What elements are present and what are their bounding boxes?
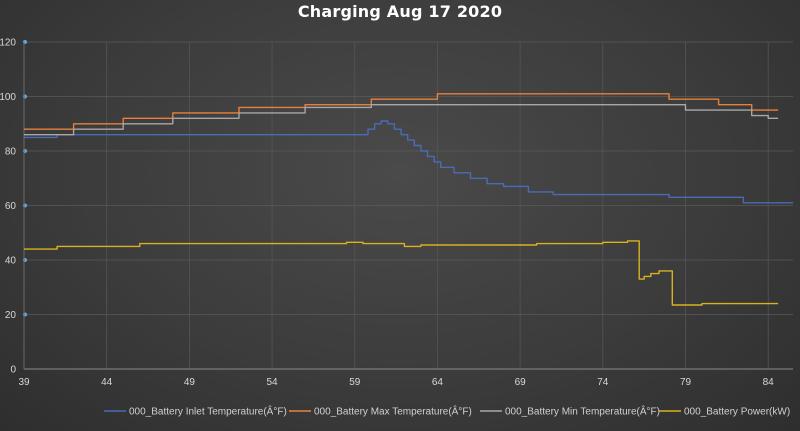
grid-lines xyxy=(23,41,793,370)
x-tick-label: 84 xyxy=(763,377,775,388)
y-tick-label: 20 xyxy=(5,310,17,321)
legend-label-0: 000_Battery Inlet Temperature(Â°F) xyxy=(129,405,287,418)
y-tick-label: 60 xyxy=(5,201,17,212)
series-lines xyxy=(24,93,793,306)
legend: 000_Battery Inlet Temperature(Â°F) 000_Ba… xyxy=(104,405,790,418)
y-tick-label: 80 xyxy=(5,147,17,158)
legend-label-3: 000_Battery Power(kW) xyxy=(684,407,790,418)
y-tick-label: 40 xyxy=(5,256,17,267)
x-tick-label: 49 xyxy=(184,377,196,388)
x-tick-label: 54 xyxy=(267,377,279,388)
x-tick-label: 44 xyxy=(101,377,113,388)
series-line-3 xyxy=(24,240,779,306)
series-line-0 xyxy=(24,120,793,204)
chart-title: Charging Aug 17 2020 xyxy=(297,2,503,21)
axes: 0 20 40 60 80 100 120 39 44 49 54 59 64 69 74 79 84 xyxy=(0,38,793,388)
series-line-2 xyxy=(24,104,779,136)
legend-label-1: 000_Battery Max Temperature(Â°F) xyxy=(314,405,472,418)
x-tick-label: 39 xyxy=(18,377,30,388)
y-tick-label: 0 xyxy=(10,365,16,376)
y-tick-label: 100 xyxy=(0,92,16,103)
y-tick-label: 120 xyxy=(0,38,16,49)
x-tick-label: 69 xyxy=(515,377,527,388)
x-tick-label: 59 xyxy=(349,377,361,388)
x-tick-label: 74 xyxy=(597,377,609,388)
series-line-1 xyxy=(24,93,779,130)
x-tick-label: 79 xyxy=(680,377,692,388)
legend-label-2: 000_Battery Min Temperature(Â°F) xyxy=(505,405,660,418)
x-tick-label: 64 xyxy=(432,377,444,388)
